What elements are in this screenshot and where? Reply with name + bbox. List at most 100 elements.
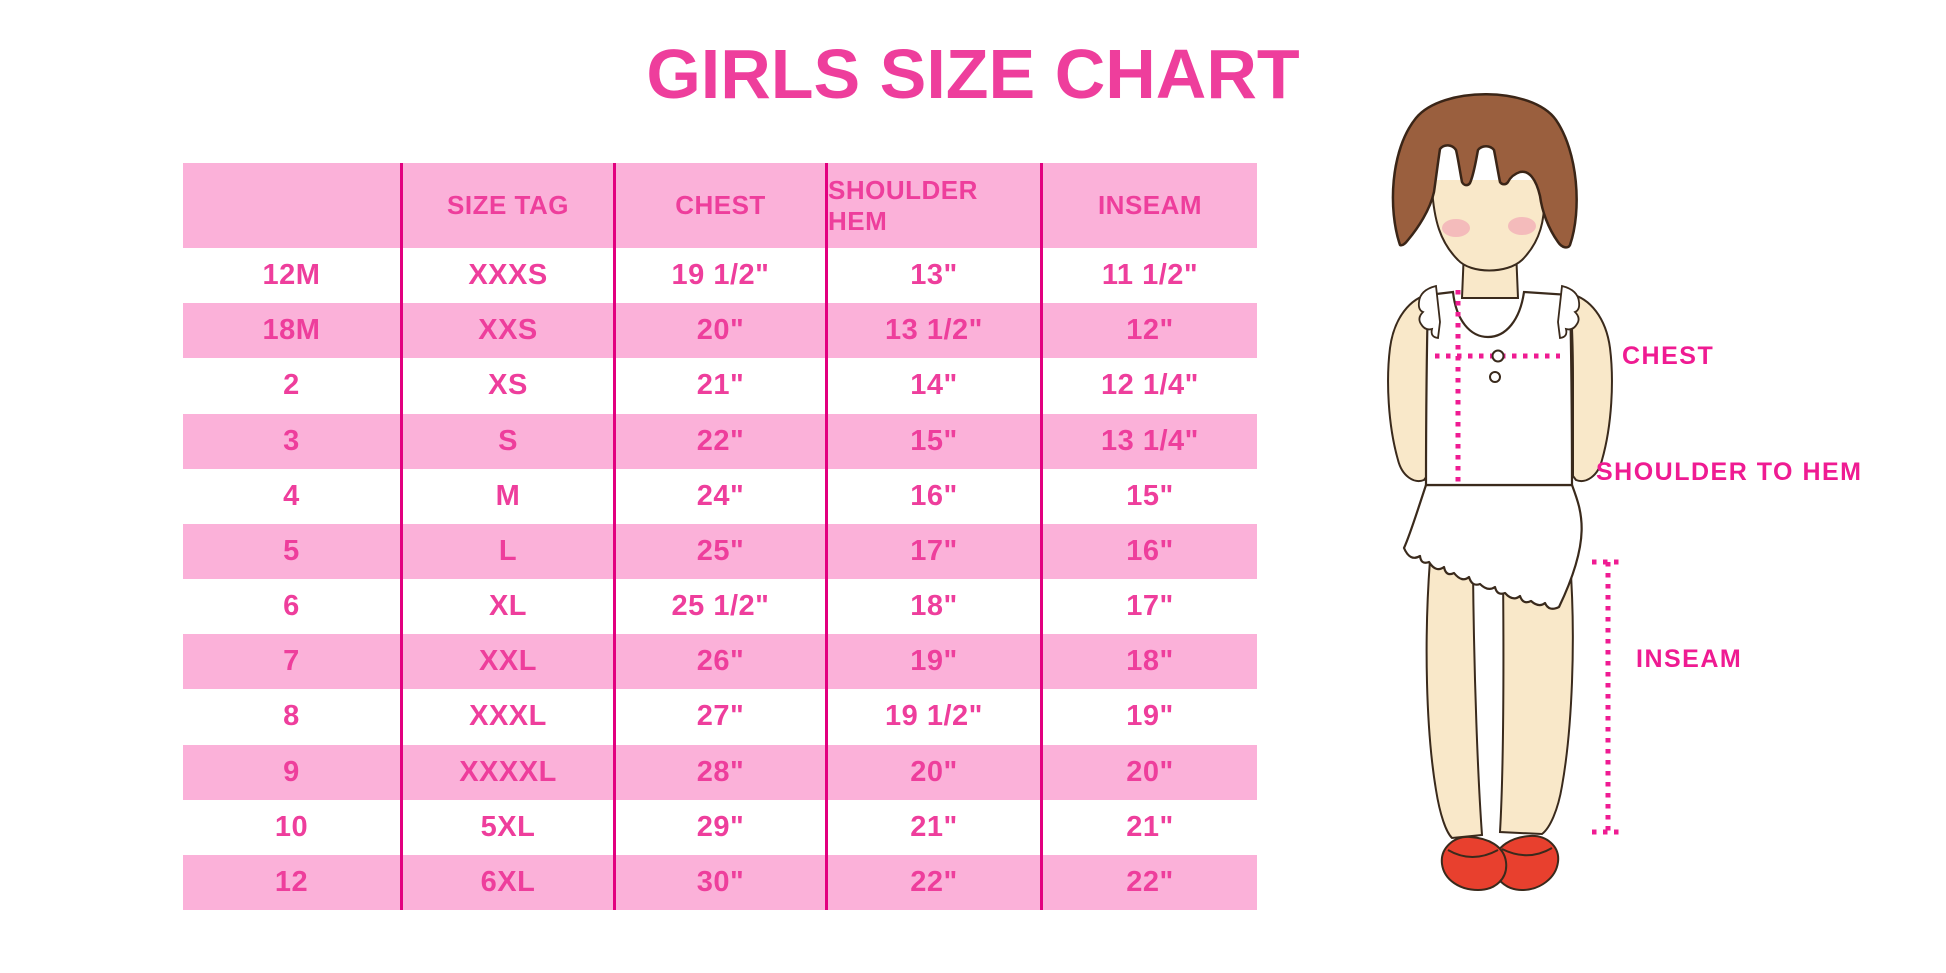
table-cell: 16" [1126,534,1174,567]
column-header-inseam: INSEAM [1097,190,1203,220]
table-cell: 20" [828,744,1043,800]
girl-blush-left [1442,219,1470,237]
table-cell: 19" [1126,700,1174,733]
size-table: SIZE TAG CHEST SHOULDER HEM INSEAM 12 M XX… [183,163,1257,911]
table-row: 8 XXXL 27" 19 1/2" 19" [183,689,1257,745]
table-cell: M [403,468,616,524]
girl-ruffle-left [1417,284,1441,340]
table-row: 5 L 25" 17" 16" [183,523,1257,580]
table-cell: 19 1/2" [616,248,828,304]
column-header-blank [183,163,403,248]
table-cell: 6XL [403,854,616,911]
column-header-chest: CHEST [616,163,828,248]
girl-leg-right [1498,558,1574,836]
table-cell: XXL [403,634,616,690]
page-title: GIRLS SIZE CHART [646,35,1300,113]
table-cell: 6 [183,579,403,635]
table-row: 12 6XL 30" 22" 22" [183,854,1257,911]
table-cell: 21" [1126,810,1174,843]
table-cell: 25 1/2" [616,579,828,635]
table-cell: 18" [828,579,1043,635]
table-cell: 20" [616,303,828,359]
table-cell: 11 1/2" [1101,259,1199,292]
table-cell: 22" [828,854,1043,911]
table-cell: 14" [828,358,1043,414]
table-cell: 5 [183,523,403,580]
girl-arm-right [1568,292,1613,482]
girl-skirt [1402,483,1583,610]
table-cell: 22" [616,413,828,469]
girl-shoe-right-strap [1501,847,1553,857]
table-row: 12M XXXS 19 1/2" 13" 11 1/2" [183,248,1257,304]
table-cell: 19" [828,634,1043,690]
table-cell: 17" [828,523,1043,580]
table-cell: 25" [616,523,828,580]
table-cell: 20" [1126,755,1174,788]
table-cell: 12" [1126,314,1174,347]
girl-leg-left [1425,558,1484,840]
table-cell: 10 [183,799,403,855]
table-cell: 21" [828,799,1043,855]
table-cell: 30" [616,854,828,911]
girl-top-button-2 [1489,371,1501,383]
table-cell: 24" [616,468,828,524]
table-cell: 7 [183,634,403,690]
girl-top [1424,290,1574,487]
table-row: 2 XS 21" 14" 12 1/4" [183,358,1257,414]
chest-label: CHEST [1622,342,1715,370]
table-cell: XXXS [403,248,616,304]
girl-top-button-1 [1491,349,1505,363]
shoulder-to-hem-label: SHOULDER TO HEM [1596,458,1863,486]
table-cell: XXS [403,303,616,359]
table-cell: XXXL [403,689,616,745]
table-cell: XXXXL [403,744,616,800]
girl-face-outline [1431,187,1546,272]
table-cell: XL [403,579,616,635]
girl-hair [1391,93,1578,249]
table-row: 7 XXL 26" 19" 18" [183,634,1257,690]
inseam-label: INSEAM [1636,645,1743,673]
table-row: 4 M 24" 16" 15" [183,468,1257,524]
table-row: 3 S 22" 15" 13 1/4" [183,413,1257,469]
girl-face [1430,180,1547,271]
table-cell: 8 [183,689,403,745]
table-cell: 29" [616,799,828,855]
girl-ruffle-right [1557,284,1581,340]
table-cell: 13 1/2" [828,303,1043,359]
girl-blush-right [1508,217,1536,235]
table-cell: 12 1/4" [1101,369,1199,402]
table-row: 10 5XL 29" 21" 21" [183,799,1257,855]
table-cell: 18" [1126,645,1174,678]
table-cell: 4 [183,468,403,524]
table-header-row: SIZE TAG CHEST SHOULDER HEM INSEAM [183,163,1257,248]
table-cell: 5XL [403,799,616,855]
girl-illustration [1387,93,1624,892]
table-row: 9 XXXXL 28" 20" 20" [183,744,1257,800]
table-cell: 12 [183,854,403,911]
column-header-size-tag: SIZE TAG [403,163,616,248]
table-row: 18M XXS 20" 13 1/2" 12" [183,303,1257,359]
table-cell: S [403,413,616,469]
table-cell: 9 [183,744,403,800]
table-cell: XS [403,358,616,414]
table-cell: 21" [616,358,828,414]
girl-shoe-left-strap [1447,849,1499,858]
table-cell: 19 1/2" [828,689,1043,745]
table-cell: 3 [183,413,403,469]
table-row: 6 XL 25 1/2" 18" 17" [183,579,1257,635]
table-cell: 15" [1126,479,1174,512]
girl-shoe-left [1440,835,1508,892]
table-cell: L [403,523,616,580]
table-cell: 16" [828,468,1043,524]
table-cell: 28" [616,744,828,800]
table-cell: 26" [616,634,828,690]
table-cell: 2 [183,358,403,414]
table-cell: 13" [828,248,1043,304]
table-cell: 27" [616,689,828,745]
table-cell: 15" [828,413,1043,469]
column-header-shoulder-hem: SHOULDER HEM [828,163,1043,248]
table-cell: 22" [1126,865,1174,898]
table-cell: 13 1/4" [1101,424,1199,457]
table-cell: 17" [1126,590,1174,623]
